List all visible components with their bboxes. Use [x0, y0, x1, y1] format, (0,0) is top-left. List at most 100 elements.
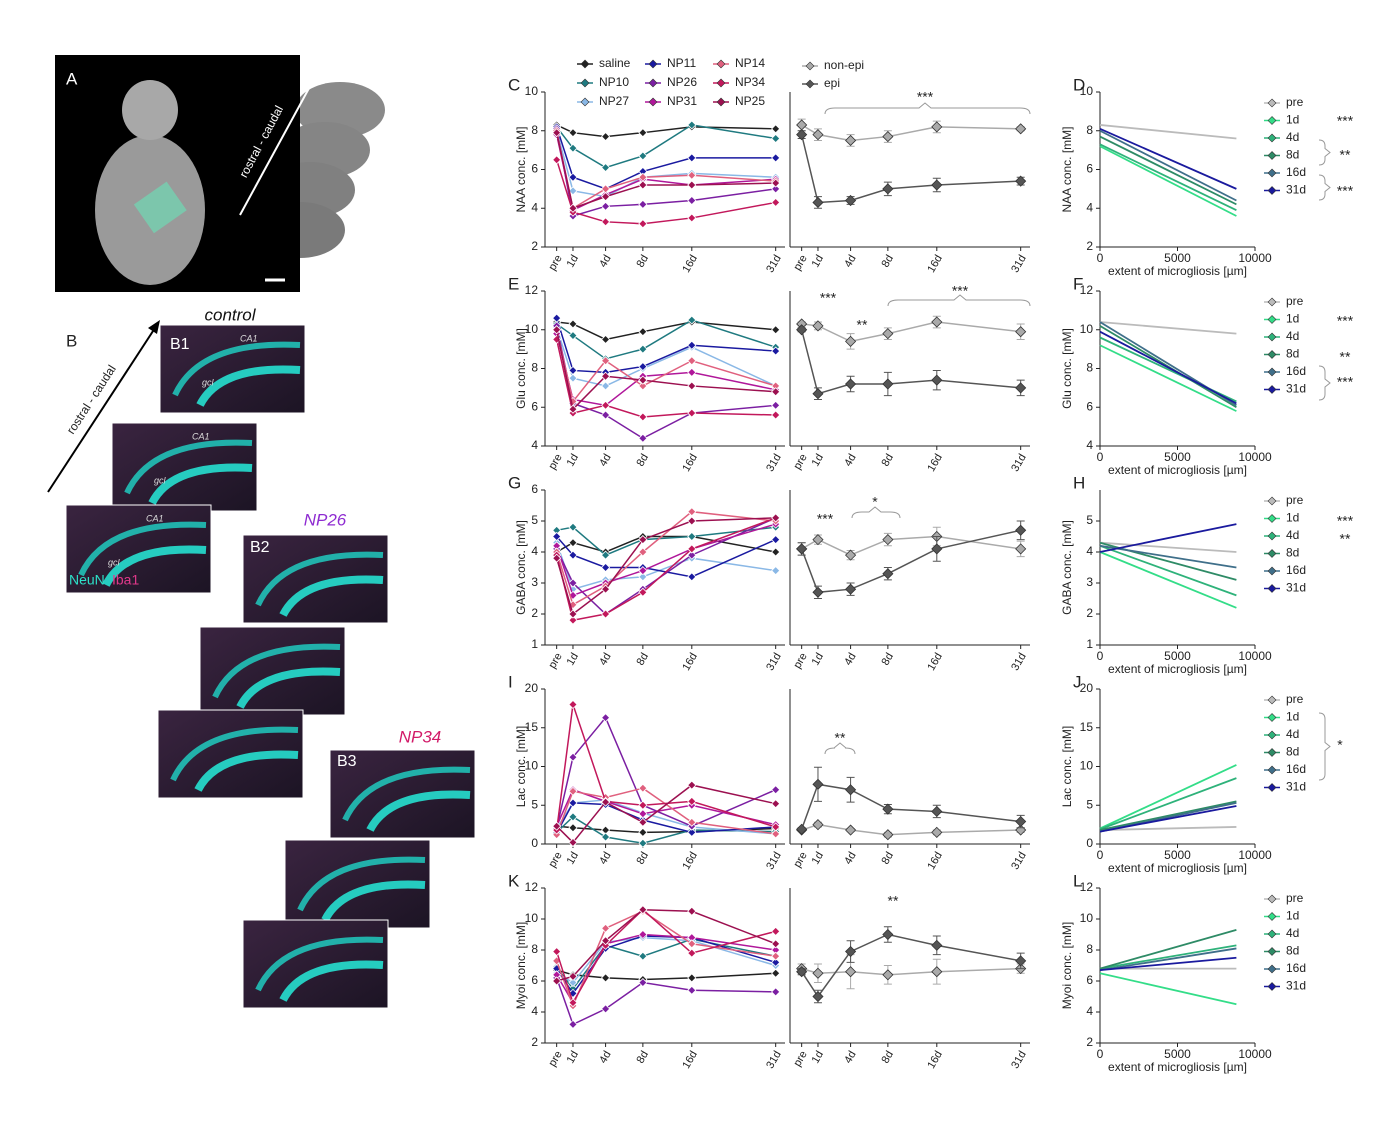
panel-label: A: [66, 69, 78, 88]
y-tick-label: 2: [531, 1035, 538, 1049]
y-tick-label: 6: [531, 973, 538, 987]
y-tick-label: 10: [525, 322, 539, 336]
y-tick-label: 2: [1086, 1035, 1093, 1049]
y-tick-label: 4: [1086, 544, 1093, 558]
panel-label: H: [1073, 473, 1085, 492]
significance: ***: [1337, 374, 1354, 390]
y-tick-label: 0: [531, 836, 538, 850]
y-tick-label: 2: [1086, 239, 1093, 253]
legend-label: NP34: [735, 75, 765, 89]
region-label: gcl: [108, 557, 121, 567]
legend-label: pre: [1286, 294, 1304, 308]
group-title: NP26: [304, 510, 347, 529]
legend-label: 31d: [1286, 382, 1306, 396]
legend-label: 31d: [1286, 780, 1306, 794]
x-tick-label: 5000: [1164, 251, 1191, 265]
y-tick-label: 5: [1086, 513, 1093, 527]
y-axis-label: Myoi conc. [mM]: [1060, 922, 1074, 1009]
y-tick-label: 6: [1086, 162, 1093, 176]
y-tick-label: 6: [1086, 973, 1093, 987]
stain-label: Iba1: [112, 572, 139, 588]
y-axis-label: GABA conc. [mM]: [514, 520, 528, 615]
panel-label: G: [508, 473, 521, 492]
y-tick-label: 12: [1080, 283, 1094, 297]
legend-label: NP10: [599, 75, 629, 89]
group-label: B2: [250, 539, 270, 556]
legend-label: NP26: [667, 75, 697, 89]
stain-label: NeuN: [69, 572, 105, 588]
legend-label: 8d: [1286, 944, 1299, 958]
legend-label: 31d: [1286, 581, 1306, 595]
x-axis-label: extent of microgliosis [µm]: [1108, 662, 1247, 676]
y-tick-label: 10: [1080, 84, 1094, 98]
significance: **: [1340, 531, 1351, 547]
y-tick-label: 8: [531, 942, 538, 956]
legend-label: 8d: [1286, 745, 1299, 759]
y-tick-label: 6: [531, 399, 538, 413]
group-title: control: [204, 305, 256, 324]
y-tick-label: 10: [1080, 322, 1094, 336]
legend-label: 1d: [1286, 312, 1299, 326]
y-tick-label: 0: [1086, 836, 1093, 850]
x-tick-label: 5000: [1164, 848, 1191, 862]
panel-label: I: [508, 672, 513, 691]
legend-label: 8d: [1286, 347, 1299, 361]
x-tick-label: 5000: [1164, 1047, 1191, 1061]
legend-label: 1d: [1286, 909, 1299, 923]
x-tick-label: 0: [1097, 848, 1104, 862]
x-tick-label: 0: [1097, 450, 1104, 464]
panel-label: B: [66, 331, 77, 350]
y-tick-label: 12: [525, 283, 539, 297]
y-tick-label: 1: [531, 637, 538, 651]
legend-label: saline: [599, 56, 631, 70]
significance: **: [857, 317, 868, 333]
group-label: B3: [337, 753, 357, 770]
y-tick-label: 10: [1080, 759, 1094, 773]
region-label: CA1: [240, 333, 258, 343]
y-tick-label: 6: [531, 162, 538, 176]
y-axis-label: NAA conc. [mM]: [514, 126, 528, 212]
x-tick-label: 5000: [1164, 450, 1191, 464]
x-tick-label: 0: [1097, 1047, 1104, 1061]
y-tick-label: 4: [1086, 200, 1093, 214]
y-tick-label: 12: [1080, 880, 1094, 894]
legend-label: 4d: [1286, 130, 1299, 144]
legend-label: 31d: [1286, 979, 1306, 993]
y-tick-label: 4: [531, 1004, 538, 1018]
legend-label: 31d: [1286, 183, 1306, 197]
y-tick-label: 10: [525, 911, 539, 925]
x-tick-label: 10000: [1238, 649, 1272, 663]
group-label: B1: [170, 336, 190, 353]
legend-label: NP14: [735, 56, 765, 70]
legend-label: 16d: [1286, 563, 1306, 577]
y-tick-label: 15: [525, 720, 539, 734]
legend-label: 16d: [1286, 961, 1306, 975]
y-tick-label: 12: [525, 880, 539, 894]
x-axis-label: extent of microgliosis [µm]: [1108, 463, 1247, 477]
legend-label: 1d: [1286, 511, 1299, 525]
x-tick-label: 10000: [1238, 1047, 1272, 1061]
x-tick-label: 10000: [1238, 251, 1272, 265]
significance: ***: [952, 283, 969, 299]
y-tick-label: 5: [531, 513, 538, 527]
significance: ***: [1337, 113, 1354, 129]
y-tick-label: 6: [531, 482, 538, 496]
legend-label: 4d: [1286, 528, 1299, 542]
y-tick-label: 20: [1080, 681, 1094, 695]
y-axis-label: GABA conc. [mM]: [1060, 520, 1074, 615]
x-tick-label: 5000: [1164, 649, 1191, 663]
region-label: gcl: [154, 475, 167, 485]
significance: ***: [1337, 183, 1354, 199]
y-tick-label: 8: [1086, 361, 1093, 375]
x-tick-label: 0: [1097, 251, 1104, 265]
y-tick-label: 8: [1086, 123, 1093, 137]
y-tick-label: 2: [531, 606, 538, 620]
legend-label: NP27: [599, 94, 629, 108]
y-tick-label: 20: [525, 681, 539, 695]
y-tick-label: 2: [1086, 606, 1093, 620]
y-tick-label: 15: [1080, 720, 1094, 734]
group-title: NP34: [399, 727, 442, 746]
y-tick-label: 8: [531, 361, 538, 375]
y-tick-label: 5: [531, 797, 538, 811]
legend-label: epi: [824, 76, 840, 90]
